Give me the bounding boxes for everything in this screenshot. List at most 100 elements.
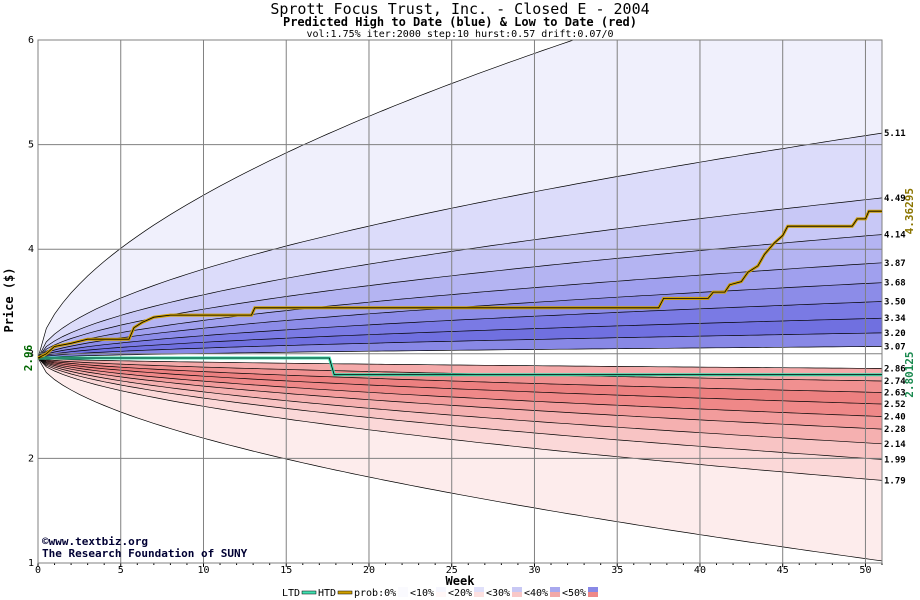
x-tick-label: 20 bbox=[363, 565, 375, 576]
legend-bin-label: <40% bbox=[524, 588, 548, 599]
legend-htd-swatch bbox=[337, 590, 353, 595]
legend-bin-swatch-low bbox=[550, 592, 560, 597]
legend-htd-label: HTD bbox=[318, 588, 336, 599]
low-band bbox=[38, 358, 882, 460]
quantile-end-labels: 5.11 4.49 4.14 3.87 3.68 3.50 3.34 3.20 3.07 2.86… bbox=[884, 129, 906, 486]
quantile-end-label: 4.49 bbox=[884, 194, 906, 204]
high-band bbox=[38, 332, 882, 358]
quantile-end-label: 2.52 bbox=[884, 400, 906, 410]
quantile-line bbox=[38, 40, 575, 359]
quantile-line bbox=[38, 357, 882, 445]
quantile-line bbox=[38, 357, 882, 417]
quantile-line bbox=[38, 197, 882, 359]
low-band bbox=[38, 358, 882, 481]
high-to-date-outline bbox=[37, 210, 882, 359]
quantile-end-label: 2.86 bbox=[884, 364, 906, 374]
chart-subtitle: Predicted High to Date (blue) & Low to D… bbox=[283, 15, 637, 29]
legend-bin-swatch-high bbox=[550, 587, 560, 592]
y-tick-label: 2 bbox=[28, 453, 34, 464]
quantile-end-label: 1.99 bbox=[884, 455, 906, 465]
x-tick-label: 15 bbox=[280, 565, 292, 576]
legend-bin-swatch-low bbox=[436, 592, 446, 597]
legend-bin-swatch-high bbox=[588, 587, 598, 592]
legend-swatch-0 bbox=[398, 587, 408, 597]
high-band bbox=[38, 133, 882, 358]
legend-bin-label: <30% bbox=[486, 588, 510, 599]
low-band bbox=[38, 358, 882, 404]
legend-bin-swatch-low bbox=[588, 592, 598, 597]
quantile-line bbox=[38, 357, 882, 430]
chart-params: vol:1.75% iter:2000 step:10 hurst:0.57 d… bbox=[306, 29, 613, 40]
credit-line-1: ©www.textbiz.org bbox=[42, 535, 148, 548]
quantile-end-label: 2.14 bbox=[884, 440, 906, 450]
x-tick-label: 35 bbox=[611, 565, 623, 576]
quantile-line bbox=[38, 357, 882, 369]
quantile-line bbox=[38, 132, 882, 359]
quantile-line bbox=[38, 357, 882, 393]
quantile-end-label: 5.11 bbox=[884, 129, 906, 139]
legend-bin-swatch-high bbox=[436, 587, 446, 592]
x-tick-label: 45 bbox=[777, 565, 789, 576]
quantile-line bbox=[38, 262, 882, 359]
legend-bin-swatch-low bbox=[474, 592, 484, 597]
x-axis-label: Week bbox=[446, 574, 476, 588]
legend-ltd-label: LTD bbox=[282, 588, 300, 599]
y-tick-labels: 1 2 3 4 5 6 bbox=[28, 35, 34, 569]
quantile-line bbox=[38, 317, 882, 359]
low-band bbox=[38, 358, 882, 430]
x-tick-label: 0 bbox=[35, 565, 41, 576]
legend-bin-label: <20% bbox=[448, 588, 472, 599]
high-band bbox=[38, 301, 882, 358]
legend-bin-swatch-low bbox=[512, 592, 522, 597]
legend-prob-label: prob:0% bbox=[354, 588, 396, 599]
quantile-end-label: 3.50 bbox=[884, 298, 906, 308]
y-tick-label: 6 bbox=[28, 35, 34, 46]
quantile-end-label: 3.87 bbox=[884, 259, 906, 269]
legend-bin-label: <50% bbox=[562, 588, 586, 599]
quantile-line bbox=[38, 357, 882, 481]
chart-title: Sprott Focus Trust, Inc. - Closed E - 20… bbox=[270, 0, 649, 18]
quantile-end-label: 2.40 bbox=[884, 413, 906, 423]
legend-ltd-swatch bbox=[301, 590, 317, 595]
quantile-end-label: 4.14 bbox=[884, 231, 906, 241]
y-tick-label: 5 bbox=[28, 140, 34, 151]
high-band bbox=[38, 282, 882, 358]
low-band bbox=[38, 358, 882, 417]
quantile-end-label: 2.28 bbox=[884, 425, 906, 435]
legend-bin-swatch-high bbox=[474, 587, 484, 592]
quantile-line bbox=[38, 357, 882, 562]
high-band bbox=[38, 318, 882, 358]
probability-bands bbox=[38, 40, 882, 561]
quantile-end-label: 2.63 bbox=[884, 389, 906, 399]
legend: LTD HTD prob:0% <10% <20% <30% <40% <50% bbox=[282, 587, 598, 599]
legend-bin-label: <10% bbox=[410, 588, 434, 599]
high-band bbox=[38, 262, 882, 358]
y-axis-label: Price ($) bbox=[2, 267, 16, 332]
x-tick-label: 5 bbox=[118, 565, 124, 576]
quantile-end-label: 3.07 bbox=[884, 342, 906, 352]
low-to-date-end-label: 2.80125 bbox=[903, 351, 916, 397]
chart-grid bbox=[37, 40, 883, 567]
legend-bin-swatch-high bbox=[512, 587, 522, 592]
start-price-label: 2.96 bbox=[22, 344, 35, 371]
x-tick-label: 50 bbox=[859, 565, 871, 576]
quantile-end-label: 1.79 bbox=[884, 476, 906, 486]
quantile-line bbox=[38, 301, 882, 359]
quantile-lines bbox=[38, 40, 882, 562]
plot-frame bbox=[37, 39, 883, 564]
low-band bbox=[38, 358, 882, 561]
x-tick-label: 30 bbox=[528, 565, 540, 576]
x-tick-label: 25 bbox=[446, 565, 458, 576]
quantile-line bbox=[38, 234, 882, 359]
quantile-end-label: 3.20 bbox=[884, 329, 906, 339]
quantile-end-label: 3.34 bbox=[884, 314, 906, 324]
quantile-line bbox=[38, 357, 882, 405]
high-to-date-end-label: 4.36295 bbox=[903, 188, 916, 234]
y-tick-label: 3 bbox=[28, 349, 34, 360]
high-band bbox=[38, 234, 882, 358]
x-tick-label: 40 bbox=[694, 565, 706, 576]
x-tick-label: 10 bbox=[197, 565, 209, 576]
y-tick-label: 1 bbox=[28, 558, 34, 569]
quantile-line bbox=[38, 332, 882, 359]
